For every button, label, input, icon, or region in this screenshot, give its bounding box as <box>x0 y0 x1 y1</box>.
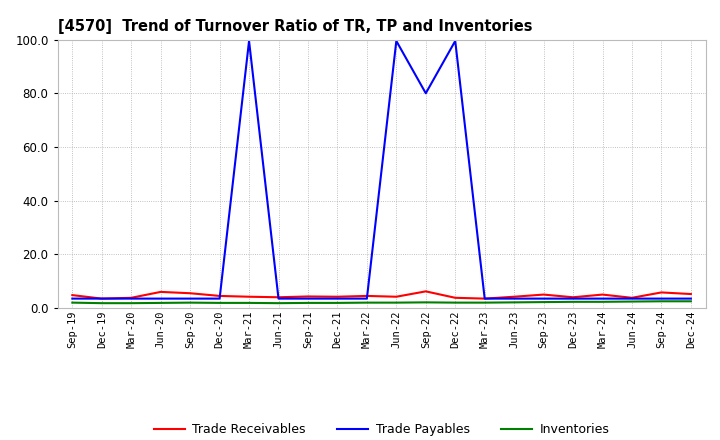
Inventories <box>569 299 577 304</box>
Inventories <box>421 300 430 305</box>
Trade Payables <box>97 296 106 301</box>
Trade Receivables <box>363 293 372 299</box>
Inventories <box>97 301 106 306</box>
Trade Payables <box>156 296 165 301</box>
Trade Payables <box>421 91 430 96</box>
Trade Payables <box>186 296 194 301</box>
Inventories <box>186 300 194 305</box>
Trade Receivables <box>215 293 224 299</box>
Trade Receivables <box>68 293 76 298</box>
Inventories <box>628 299 636 304</box>
Trade Payables <box>68 296 76 301</box>
Trade Payables <box>451 38 459 44</box>
Inventories <box>392 300 400 305</box>
Trade Receivables <box>333 294 342 299</box>
Trade Receivables <box>392 294 400 299</box>
Trade Payables <box>657 296 666 301</box>
Inventories <box>539 300 548 305</box>
Inventories <box>333 300 342 305</box>
Inventories <box>245 300 253 305</box>
Inventories <box>598 299 607 304</box>
Trade Receivables <box>274 295 283 300</box>
Line: Trade Receivables: Trade Receivables <box>72 291 691 299</box>
Inventories <box>274 301 283 306</box>
Trade Receivables <box>510 294 518 299</box>
Trade Payables <box>215 296 224 301</box>
Trade Payables <box>687 296 696 301</box>
Trade Payables <box>392 38 400 44</box>
Inventories <box>657 299 666 304</box>
Inventories <box>451 300 459 305</box>
Trade Payables <box>274 296 283 301</box>
Inventories <box>68 300 76 305</box>
Line: Inventories: Inventories <box>72 301 691 303</box>
Trade Payables <box>598 296 607 301</box>
Inventories <box>363 300 372 305</box>
Trade Payables <box>569 296 577 301</box>
Trade Payables <box>539 296 548 301</box>
Legend: Trade Receivables, Trade Payables, Inventories: Trade Receivables, Trade Payables, Inven… <box>148 418 615 440</box>
Trade Receivables <box>539 292 548 297</box>
Inventories <box>304 300 312 305</box>
Trade Payables <box>480 296 489 301</box>
Trade Receivables <box>569 295 577 300</box>
Inventories <box>156 300 165 305</box>
Trade Receivables <box>687 291 696 297</box>
Trade Receivables <box>97 296 106 301</box>
Trade Payables <box>333 296 342 301</box>
Trade Payables <box>363 296 372 301</box>
Trade Receivables <box>304 294 312 299</box>
Trade Receivables <box>127 295 135 301</box>
Trade Receivables <box>245 294 253 299</box>
Inventories <box>127 301 135 306</box>
Line: Trade Payables: Trade Payables <box>72 41 691 299</box>
Inventories <box>687 299 696 304</box>
Trade Receivables <box>156 289 165 294</box>
Trade Receivables <box>628 295 636 301</box>
Trade Receivables <box>451 295 459 301</box>
Text: [4570]  Trend of Turnover Ratio of TR, TP and Inventories: [4570] Trend of Turnover Ratio of TR, TP… <box>58 19 532 34</box>
Trade Payables <box>510 296 518 301</box>
Trade Receivables <box>598 292 607 297</box>
Trade Payables <box>304 296 312 301</box>
Inventories <box>510 300 518 305</box>
Trade Payables <box>127 296 135 301</box>
Trade Receivables <box>480 296 489 301</box>
Inventories <box>215 300 224 305</box>
Trade Payables <box>628 296 636 301</box>
Trade Receivables <box>186 290 194 296</box>
Inventories <box>480 300 489 305</box>
Trade Payables <box>245 38 253 44</box>
Trade Receivables <box>421 289 430 294</box>
Trade Receivables <box>657 290 666 295</box>
